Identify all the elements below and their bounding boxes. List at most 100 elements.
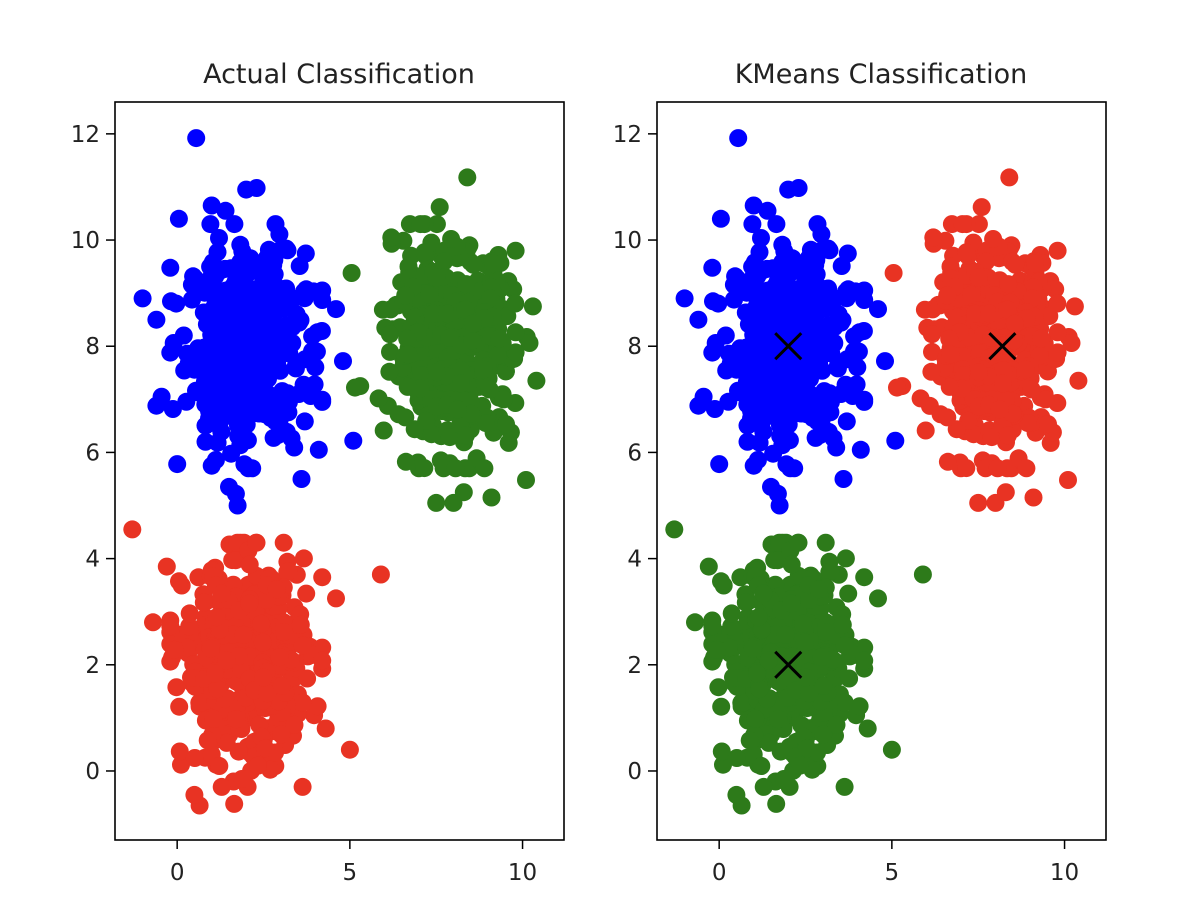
- scatter-point: [211, 261, 230, 280]
- scatter-point: [374, 421, 393, 440]
- scatter-point: [295, 412, 314, 431]
- scatter-point: [833, 615, 852, 634]
- scatter-point: [252, 614, 271, 633]
- scatter-point: [886, 431, 905, 450]
- scatter-point: [249, 393, 268, 412]
- scatter-point: [834, 470, 853, 488]
- scatter-point: [506, 294, 525, 313]
- scatter-point: [201, 639, 220, 658]
- scatter-point: [795, 633, 814, 652]
- scatter-point: [474, 360, 493, 379]
- scatter-point: [743, 340, 761, 359]
- scatter-point: [711, 209, 730, 228]
- scatter-points-actual: [123, 129, 546, 815]
- x-tick-label: 0: [170, 860, 185, 886]
- scatter-point: [835, 777, 854, 796]
- scatter-point: [334, 352, 352, 371]
- scatter-point: [837, 412, 856, 431]
- scatter-point: [722, 604, 741, 623]
- scatter-point: [835, 693, 854, 712]
- scatter-point: [745, 409, 763, 428]
- scatter-point: [167, 294, 186, 313]
- scatter-point: [854, 322, 873, 340]
- scatter-point: [207, 608, 226, 627]
- centroid-markers: [774, 332, 1017, 679]
- scatter-point: [1005, 314, 1024, 333]
- scatter-point: [240, 594, 259, 613]
- x-tick-label: 5: [343, 860, 358, 886]
- scatter-point: [270, 225, 289, 244]
- scatter-point: [789, 533, 808, 552]
- scatter-point: [855, 392, 874, 411]
- scatter-point: [258, 684, 277, 703]
- scatter-point: [270, 648, 289, 667]
- scatter-point: [703, 617, 722, 636]
- scatter-point: [1048, 343, 1067, 362]
- scatter-point: [272, 725, 291, 744]
- scatter-point: [940, 329, 959, 348]
- scatter-point: [254, 668, 273, 687]
- scatter-point: [848, 358, 867, 377]
- scatter-point: [157, 557, 176, 576]
- scatter-point: [779, 180, 798, 199]
- scatter-point: [809, 580, 828, 599]
- scatter-point: [1062, 334, 1081, 352]
- scatter-point: [313, 291, 332, 309]
- scatter-point: [373, 300, 392, 319]
- scatter-point: [1032, 329, 1051, 348]
- scatter-point: [1069, 371, 1088, 390]
- scatter-point: [762, 477, 780, 496]
- scatter-point: [807, 251, 826, 269]
- scatter-point: [709, 294, 728, 313]
- scatter-point: [744, 456, 763, 475]
- scatter-point: [212, 584, 231, 603]
- scatter-point: [161, 258, 180, 277]
- scatter-point: [803, 303, 822, 322]
- scatter-point: [208, 680, 227, 699]
- scatter-point: [744, 196, 763, 215]
- scatter-point: [814, 725, 833, 744]
- scatter-point: [812, 225, 831, 244]
- scatter-point: [767, 794, 786, 813]
- scatter-point: [340, 740, 359, 759]
- scatter-point: [452, 361, 471, 380]
- scatter-point: [750, 243, 769, 262]
- scatter-point: [201, 215, 220, 234]
- scatter-point: [982, 428, 1001, 447]
- scatter-point: [817, 298, 836, 317]
- scatter-point: [293, 777, 312, 796]
- scatter-point: [855, 291, 874, 309]
- y-tick-label: 6: [627, 440, 642, 466]
- scatter-point: [750, 680, 769, 699]
- scatter-point: [396, 452, 415, 471]
- scatter-point: [481, 289, 500, 308]
- scatter-point: [398, 329, 417, 348]
- scatter-point: [220, 477, 238, 496]
- scatter-point: [427, 268, 446, 287]
- axes-frame-actual: [114, 101, 565, 841]
- scatter-point: [381, 342, 399, 361]
- scatter-point: [240, 555, 259, 574]
- scatter-point: [998, 426, 1017, 445]
- scatter-point: [738, 432, 757, 451]
- y-tick-label: 10: [613, 228, 642, 254]
- scatter-point: [836, 375, 855, 394]
- scatter-point: [168, 455, 187, 474]
- scatter-point: [855, 651, 874, 670]
- scatter-point: [494, 390, 513, 409]
- scatter-point: [229, 312, 248, 331]
- scatter-point: [454, 483, 473, 502]
- scatter-point: [752, 229, 770, 247]
- scatter-point: [817, 623, 836, 641]
- scatter-point: [293, 693, 312, 712]
- scatter-point: [999, 275, 1018, 294]
- scatter-point: [286, 359, 305, 378]
- scatter-point: [757, 328, 776, 347]
- scatter-point: [712, 742, 731, 761]
- scatter-point: [517, 471, 535, 489]
- scatter-point: [1036, 390, 1055, 409]
- scatter-point: [197, 358, 215, 377]
- scatter-point: [1017, 459, 1036, 478]
- scatter-point: [1059, 471, 1077, 489]
- scatter-point: [705, 400, 724, 418]
